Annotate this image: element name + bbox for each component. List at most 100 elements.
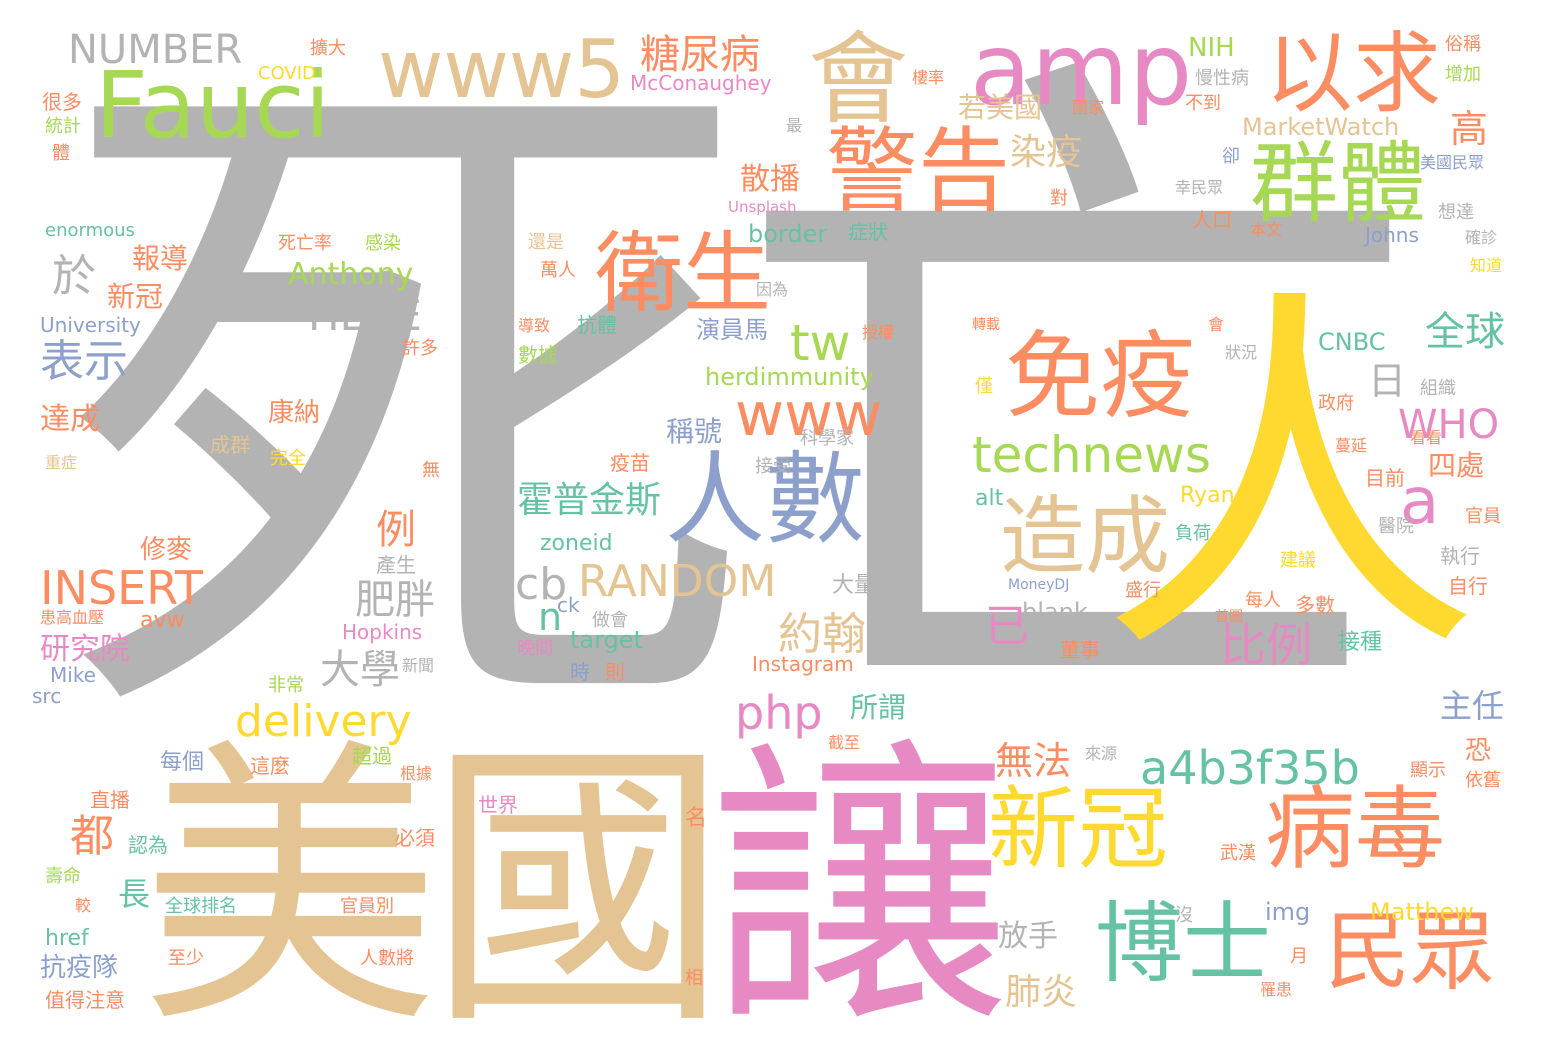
word: 霍普金斯 — [517, 480, 662, 521]
word: zoneid — [540, 531, 613, 556]
word: 至少 — [168, 948, 204, 969]
word: 患高血壓 — [40, 608, 105, 627]
word: COVID — [258, 63, 316, 84]
word: 首圖 — [1215, 609, 1243, 625]
word: 無 — [422, 460, 440, 481]
word: HERE — [308, 291, 422, 340]
word: McConaughey — [630, 71, 772, 95]
word: 感染 — [365, 233, 401, 254]
word: Mike — [50, 663, 96, 687]
word: 必須 — [395, 826, 435, 850]
word: 來源 — [1085, 744, 1118, 763]
word: 演員馬 — [696, 316, 768, 344]
word: 顯示 — [1410, 760, 1446, 781]
word: 無法 — [995, 739, 1072, 783]
word: 這麼 — [250, 754, 290, 778]
word: 董事 — [1060, 638, 1100, 662]
word: 晚間 — [517, 638, 553, 659]
word: Matthew — [1370, 898, 1474, 926]
word: 第十 — [250, 471, 283, 490]
word: 壽命 — [45, 866, 81, 887]
word: 研究院 — [40, 632, 130, 667]
word: NIH — [1188, 33, 1235, 63]
word: 月 — [1290, 946, 1308, 967]
word: ck — [557, 593, 580, 617]
word: 長 — [118, 875, 151, 913]
word: 日 — [1368, 359, 1407, 403]
word: 造成 — [1000, 488, 1171, 587]
word: 轉載 — [972, 317, 1000, 333]
word: 表示 — [40, 336, 128, 387]
word: 增加 — [1445, 64, 1481, 85]
word: 科學家 — [800, 428, 854, 449]
word: Instagram — [752, 652, 854, 676]
word: Hopkins — [342, 620, 423, 644]
word: 人 — [1100, 258, 1480, 701]
word: technews — [972, 426, 1211, 484]
word: 對 — [1050, 188, 1068, 209]
word: 直播 — [90, 788, 130, 812]
word: 統計 — [45, 116, 81, 137]
word: a — [1400, 465, 1440, 539]
word: 重症 — [45, 453, 78, 472]
word: 大學 — [320, 647, 400, 693]
word: src — [32, 684, 62, 708]
word: 國家 — [1072, 98, 1105, 117]
word: INSERT — [40, 561, 203, 615]
word: 不到 — [1185, 93, 1221, 114]
word: 民眾 — [1325, 903, 1496, 1002]
word: 症狀 — [848, 220, 888, 244]
word: 比例 — [1220, 618, 1312, 672]
word: 散播 — [740, 162, 800, 197]
word: 每個 — [160, 750, 205, 775]
word: 產生 — [376, 553, 416, 577]
word: img — [1265, 898, 1311, 926]
word: 非常 — [268, 675, 304, 696]
word: 美國國家 — [910, 209, 1039, 247]
word: 若美國 — [958, 91, 1043, 124]
word: 糖尿病 — [640, 32, 760, 78]
word: 抗疫隊 — [40, 953, 119, 983]
word: 人數將 — [360, 948, 414, 969]
word: 恐 — [1465, 736, 1492, 766]
word: 約翰 — [778, 609, 866, 660]
word: 成群 — [210, 433, 250, 457]
word: 本文 — [1250, 220, 1283, 239]
word: php — [735, 686, 823, 740]
word: target — [570, 626, 643, 654]
word: 高 — [1450, 107, 1489, 151]
word: 人口 — [1192, 208, 1232, 232]
word: 病毒 — [1265, 777, 1445, 882]
word: 以求 — [1265, 22, 1442, 125]
word: 每人 — [1245, 590, 1281, 611]
word: 疫苗 — [610, 451, 650, 475]
word: 幸民眾 — [1175, 178, 1224, 197]
word: 肥胖 — [355, 577, 435, 623]
word: delivery — [235, 696, 412, 747]
word: Ryan — [1180, 483, 1235, 508]
word: 全球 — [1425, 309, 1505, 355]
word: alt — [975, 486, 1004, 511]
word: 官員 — [1465, 506, 1501, 527]
word: 群體 — [1250, 132, 1427, 235]
word: 已 — [985, 601, 1029, 652]
word: 接種 — [1338, 630, 1383, 655]
word: 完全 — [270, 448, 306, 469]
word: 目前 — [1365, 466, 1405, 490]
word: 還是 — [528, 232, 564, 253]
word: 許多 — [402, 338, 438, 359]
word: 盛行 — [1125, 580, 1161, 601]
word: 死亡 — [55, 2, 1427, 817]
word: 政府 — [1318, 393, 1354, 414]
word: 蔓延 — [1335, 436, 1368, 455]
word: 報導 — [132, 242, 189, 275]
word: 全球排名 — [165, 896, 237, 917]
word: Anthony — [288, 257, 414, 292]
word: herdimmunity — [705, 363, 874, 391]
word: 罹患 — [1260, 980, 1293, 999]
word: n — [538, 595, 563, 639]
word: Unsplash — [728, 198, 797, 216]
word: 則 — [605, 660, 625, 684]
word: www — [735, 380, 883, 450]
